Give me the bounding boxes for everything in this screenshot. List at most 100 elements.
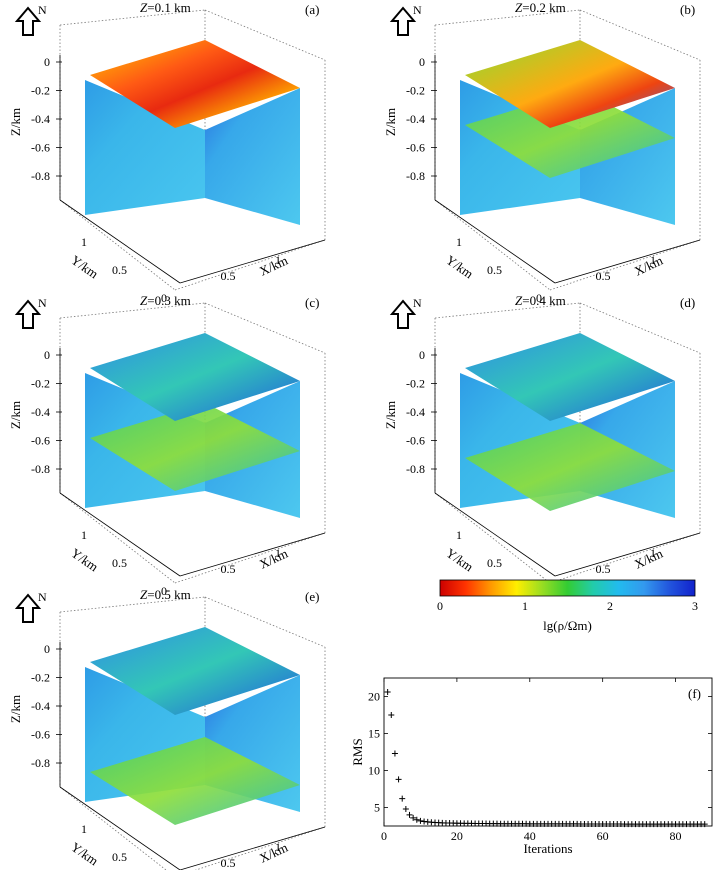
wall-xz (205, 88, 300, 225)
data-point (388, 712, 395, 718)
panel-box-line (204, 9, 326, 61)
x-tick-label: 80 (670, 829, 682, 843)
z-tick-label: -0.8 (406, 462, 425, 476)
y-tick-label: 0 (536, 291, 542, 305)
north-label: N (38, 296, 47, 310)
x-axis (179, 826, 326, 870)
z-tick-label: -0.6 (406, 434, 425, 448)
y-axis (59, 199, 181, 284)
colorbar-label: lg(ρ/Ωm) (543, 618, 592, 633)
north-label: N (38, 590, 47, 604)
z-tick-label: 0 (419, 348, 425, 362)
y-axis (59, 786, 181, 870)
panel-title-value: =0.3 km (147, 293, 190, 308)
top-face (90, 627, 300, 715)
x-tick-label: 1 (650, 253, 656, 267)
x-axis-label: Iterations (523, 841, 572, 856)
y-tick-label: 0.5 (112, 850, 127, 864)
y-tick-label: 5 (374, 801, 380, 815)
colorbar: 0 1 2 3 lg(ρ/Ωm) (437, 579, 698, 633)
panel-title-var: Z (140, 293, 148, 308)
x-tick-label: 1 (650, 546, 656, 560)
wall-yz (85, 80, 205, 215)
panel-title: Z=0.4 km (515, 293, 566, 308)
x-axis (179, 239, 326, 284)
panel-title: Z=0.5 km (140, 587, 191, 602)
z-tick-label: -0.2 (406, 84, 425, 98)
x-tick-label: 0.5 (221, 269, 236, 283)
data-point (395, 776, 402, 783)
depth-slice (90, 403, 300, 491)
panel-title-value: =0.4 km (522, 293, 565, 308)
data-point (701, 821, 708, 828)
x-axis-label: X/km (632, 546, 665, 572)
colorbar-tick-label: 1 (522, 599, 528, 613)
z-tick-label: -0.8 (406, 169, 425, 183)
z-tick-label: 0 (44, 348, 50, 362)
y-tick-label: 1 (81, 528, 87, 542)
z-axis-label: Z/km (8, 695, 23, 723)
y-tick-label: 0 (161, 584, 167, 598)
z-tick-label: -0.4 (406, 405, 425, 419)
data-point (417, 817, 424, 824)
top-face (90, 333, 300, 421)
z-tick-label: -0.6 (406, 141, 425, 155)
y-axis (434, 199, 556, 284)
depth-slice (90, 737, 300, 825)
z-tick-label: 0 (44, 55, 50, 69)
top-face (465, 333, 675, 421)
x-tick-label: 0.5 (596, 269, 611, 283)
x-tick-label: 40 (524, 829, 536, 843)
z-axis-label: Z/km (8, 401, 23, 429)
x-tick-label: 1 (275, 546, 281, 560)
data-point (402, 805, 409, 812)
panel-box-line (579, 302, 701, 354)
x-tick-label: 0.5 (596, 562, 611, 576)
z-tick-label: -0.8 (31, 756, 50, 770)
y-axis-label: Y/km (443, 545, 476, 574)
top-face (465, 40, 675, 128)
panel-box-line (174, 532, 326, 584)
panel-title-value: =0.5 km (147, 587, 190, 602)
panel-box-line (549, 239, 701, 291)
x-axis-label: X/km (632, 253, 665, 279)
y-axis (434, 492, 556, 577)
data-point (384, 689, 391, 696)
x-tick-label: 0 (381, 829, 387, 843)
y-axis (59, 492, 181, 577)
z-axis-label: Z/km (383, 108, 398, 136)
y-tick-label: 0.5 (112, 263, 127, 277)
panel-box-line (204, 596, 326, 648)
panel-title-var: Z (140, 0, 148, 15)
x-tick-label: 1 (275, 253, 281, 267)
panel-tag: (e) (305, 589, 319, 604)
north-arrow-icon (389, 6, 417, 36)
y-tick-label: 0.5 (487, 556, 502, 570)
north-arrow-icon (14, 6, 42, 36)
panel-tag: (c) (305, 295, 319, 310)
north-arrow-icon (14, 299, 42, 329)
panel-tag: (a) (305, 2, 319, 17)
data-point (406, 811, 413, 818)
depth-slice (465, 423, 675, 511)
panel-title: Z=0.3 km (140, 293, 191, 308)
z-tick-label: -0.4 (31, 112, 50, 126)
panel-title-var: Z (515, 293, 523, 308)
top-face (90, 40, 300, 128)
colorbar-tick-label: 0 (437, 599, 443, 613)
panel-e: 0-0.2-0.4-0.6-0.8Z/km10.50Y/km0.51X/kmNZ… (8, 587, 326, 870)
x-axis (179, 532, 326, 577)
panel-d: 0-0.2-0.4-0.6-0.8Z/km10.50Y/km0.51X/kmNZ… (383, 293, 701, 598)
panel-title-value: =0.2 km (522, 0, 565, 15)
y-tick-label: 10 (368, 764, 380, 778)
colorbar-bar (439, 579, 696, 597)
y-tick-label: 1 (81, 822, 87, 836)
north-label: N (38, 3, 47, 17)
y-tick-label: 1 (456, 528, 462, 542)
y-axis-label: Y/km (443, 252, 476, 281)
north-arrow-icon (14, 593, 42, 623)
z-tick-label: -0.4 (406, 112, 425, 126)
